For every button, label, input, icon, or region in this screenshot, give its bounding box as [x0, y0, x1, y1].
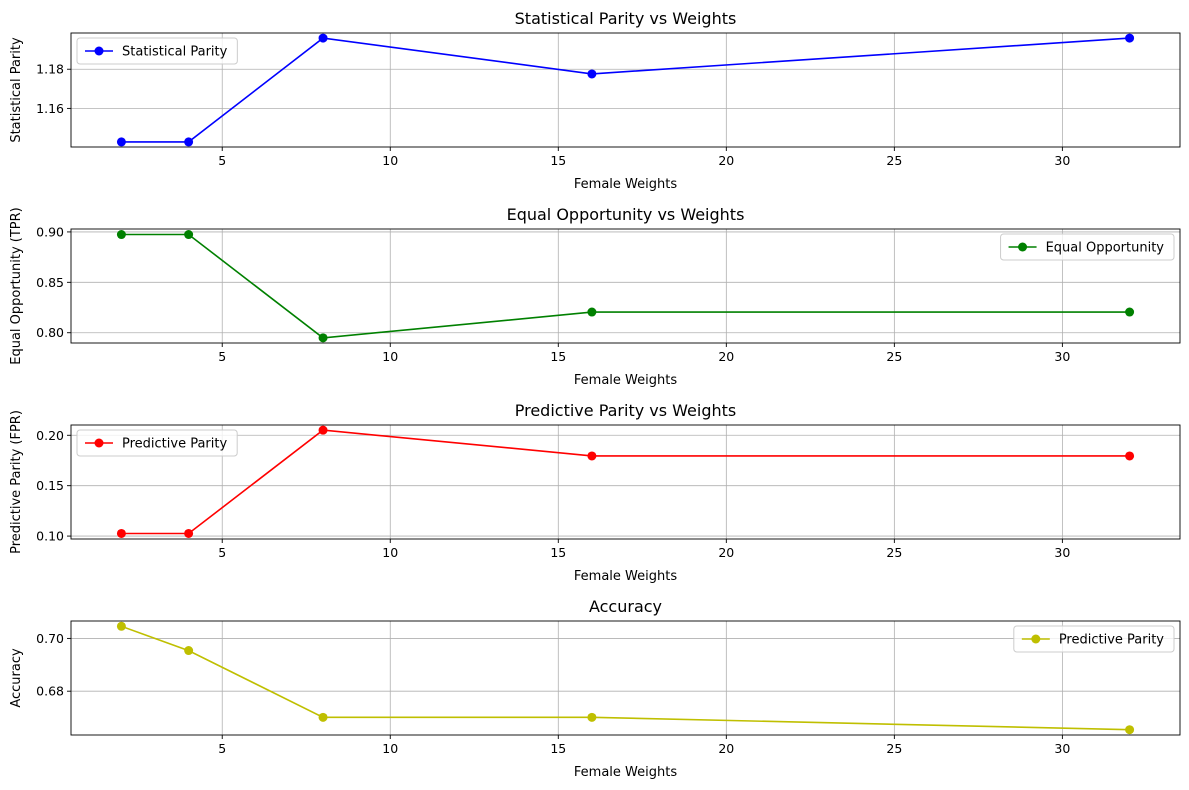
subplot-4: 5 10 15 20 25 30 0.68 0.70 Accuracy Female Weight…	[9, 597, 1181, 780]
x-tick-label: 30	[1054, 545, 1070, 560]
data-point	[587, 307, 597, 317]
x-tick-label: 15	[550, 545, 566, 560]
data-point	[587, 712, 597, 722]
y-tick-label: 0.10	[36, 529, 64, 544]
y-axis-label: Accuracy	[9, 648, 24, 708]
x-tick-label: 5	[218, 349, 226, 364]
x-tick-label: 5	[218, 545, 226, 560]
y-axis-label: Equal Opportunity (TPR)	[9, 207, 24, 365]
data-point	[1125, 307, 1135, 317]
legend: Predictive Parity	[76, 429, 238, 457]
x-tick-label: 10	[382, 349, 398, 364]
y-tick-label: 0.15	[36, 478, 64, 493]
subplot-title: Predictive Parity vs Weights	[515, 401, 737, 420]
legend: Equal Opportunity	[1000, 233, 1175, 261]
axes-frame	[70, 424, 1181, 540]
legend-label: Equal Opportunity	[1046, 241, 1165, 256]
legend: Predictive Parity	[1013, 625, 1175, 653]
subplot-3: 5 10 15 20 25 30 0.10 0.15 0.20 Predictive Parity…	[9, 401, 1181, 584]
data-point	[318, 33, 328, 43]
x-tick-label: 10	[382, 741, 398, 756]
data-point	[116, 230, 126, 240]
x-tick-label: 5	[218, 153, 226, 168]
subplot-title: Statistical Parity vs Weights	[515, 9, 737, 28]
subplot-title: Accuracy	[589, 597, 662, 616]
data-point	[184, 137, 194, 147]
x-tick-label: 20	[718, 741, 734, 756]
legend-marker	[94, 438, 104, 448]
data-point	[116, 621, 126, 631]
legend-box	[76, 429, 238, 457]
data-point	[587, 451, 597, 461]
x-tick-label: 30	[1054, 741, 1070, 756]
data-point	[318, 333, 328, 343]
legend-box	[1013, 625, 1175, 653]
data-point	[318, 425, 328, 435]
axes-frame	[70, 32, 1181, 148]
legend-label: Predictive Parity	[122, 437, 227, 452]
data-point	[1125, 451, 1135, 461]
legend-label: Predictive Parity	[1059, 633, 1164, 648]
series-line	[121, 233, 1130, 339]
legend-marker	[94, 46, 104, 56]
x-tick-label: 30	[1054, 349, 1070, 364]
y-tick-label: 1.16	[36, 101, 64, 116]
axes-frame	[70, 620, 1181, 736]
series-line	[121, 37, 1130, 143]
y-tick-label: 1.18	[36, 62, 64, 77]
x-tick-label: 5	[218, 741, 226, 756]
x-tick-label: 25	[886, 349, 902, 364]
subplot-1: 5 10 15 20 25 30 1.16 1.18 Statistical Parity vs…	[9, 9, 1181, 192]
legend-marker	[1018, 242, 1028, 252]
x-tick-label: 20	[718, 545, 734, 560]
data-point	[1125, 725, 1135, 735]
series-line	[121, 429, 1130, 535]
axes-frame	[70, 228, 1181, 344]
legend-label: Statistical Parity	[122, 45, 228, 60]
x-tick-label: 20	[718, 153, 734, 168]
x-axis-label: Female Weights	[574, 373, 677, 388]
x-axis-label: Female Weights	[574, 569, 677, 584]
data-point	[184, 528, 194, 538]
x-tick-label: 15	[550, 153, 566, 168]
x-tick-label: 10	[382, 153, 398, 168]
series-line	[121, 625, 1130, 731]
data-point	[587, 69, 597, 79]
x-tick-label: 10	[382, 545, 398, 560]
x-axis-label: Female Weights	[574, 177, 677, 192]
data-point	[184, 230, 194, 240]
legend-box	[76, 37, 238, 65]
data-point	[116, 528, 126, 538]
y-axis-label: Statistical Parity	[9, 37, 24, 143]
x-tick-label: 25	[886, 545, 902, 560]
y-tick-label: 0.85	[36, 275, 64, 290]
y-tick-label: 0.70	[36, 631, 64, 646]
subplot-2: 5 10 15 20 25 30 0.80 0.85 0.90 Equal Opportunity…	[9, 205, 1181, 388]
y-tick-label: 0.68	[36, 684, 64, 699]
data-point	[1125, 33, 1135, 43]
data-point	[184, 646, 194, 656]
y-tick-label: 0.90	[36, 224, 64, 239]
legend-marker	[1031, 634, 1041, 644]
x-tick-label: 15	[550, 741, 566, 756]
y-axis-label: Predictive Parity (FPR)	[9, 410, 24, 554]
x-tick-label: 25	[886, 741, 902, 756]
y-tick-label: 0.80	[36, 325, 64, 340]
legend-box	[1000, 233, 1175, 261]
legend: Statistical Parity	[76, 37, 238, 65]
subplot-title: Equal Opportunity vs Weights	[507, 205, 745, 224]
x-tick-label: 20	[718, 349, 734, 364]
x-tick-label: 15	[550, 349, 566, 364]
x-axis-label: Female Weights	[574, 765, 677, 780]
data-point	[318, 712, 328, 722]
x-tick-label: 25	[886, 153, 902, 168]
x-tick-label: 30	[1054, 153, 1070, 168]
y-tick-label: 0.20	[36, 428, 64, 443]
data-point	[116, 137, 126, 147]
